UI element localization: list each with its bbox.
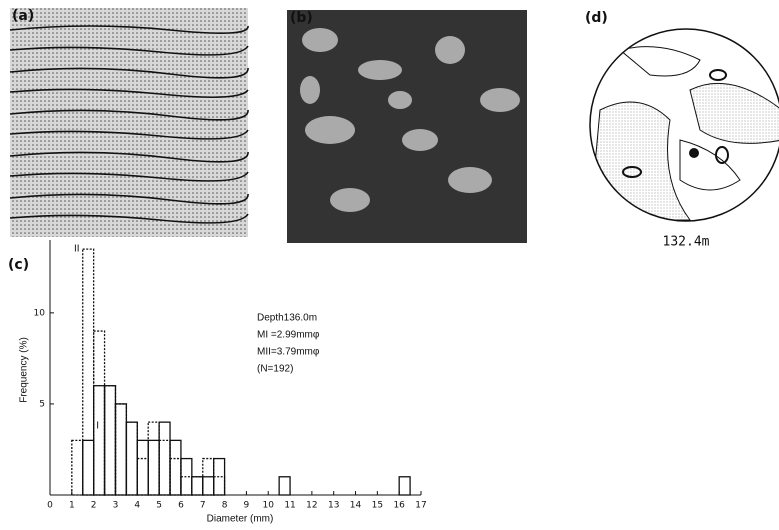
x-tick-label: 5: [156, 501, 162, 511]
histogram-bin: [169, 457, 182, 496]
y-tick-label: 5: [39, 399, 45, 409]
histogram-bin: [169, 439, 182, 496]
y-tick-label: 10: [34, 308, 46, 318]
diagram-caption: 132.4m: [663, 235, 710, 250]
histogram-bin: [147, 439, 160, 496]
histogram-bin: [136, 457, 149, 496]
histogram-bin: [180, 476, 193, 496]
histogram-bin: [147, 421, 160, 496]
histogram-bin: [213, 476, 226, 496]
histogram-bin: [114, 403, 128, 496]
panel-label: (b): [290, 10, 313, 26]
histogram-bin: [278, 476, 291, 496]
x-tick-label: 3: [113, 501, 119, 511]
x-tick-label: 12: [306, 501, 317, 511]
photo-b: [287, 10, 527, 243]
x-tick-label: 4: [134, 501, 140, 511]
x-tick-label: 7: [200, 501, 206, 511]
histogram-bin: [103, 385, 117, 496]
annotation: MI =2.99mmφ: [257, 330, 320, 341]
photo-a: [9, 8, 249, 237]
histogram-bin: [191, 476, 204, 496]
x-tick-label: 10: [263, 501, 275, 511]
histogram-bin: [103, 385, 117, 496]
x-tick-label: 16: [393, 501, 405, 511]
annotation: MII=3.79mmφ: [257, 347, 320, 358]
x-tick-label: 0: [47, 501, 53, 511]
histogram-bin: [92, 330, 106, 496]
x-tick-label: 6: [178, 501, 184, 511]
series-label: II: [74, 244, 80, 255]
histogram-bin: [398, 476, 411, 496]
histogram-bin: [82, 248, 95, 496]
fabric-diagram: [589, 28, 779, 222]
annotation: Depth136.0m: [257, 313, 317, 324]
histogram-bin: [71, 439, 84, 496]
histogram-bin: [114, 403, 128, 496]
x-tick-label: 11: [284, 501, 295, 511]
panel-label: (c): [8, 257, 29, 273]
panel-label: (a): [12, 8, 34, 24]
histogram-bin: [136, 439, 149, 496]
histogram-bin: [92, 385, 106, 496]
histogram-bin: [125, 421, 138, 496]
x-axis-label: Diameter (mm): [207, 514, 274, 525]
histogram-bin: [202, 476, 215, 496]
x-tick-label: 2: [91, 501, 97, 511]
histogram-bin: [125, 421, 138, 496]
x-tick-label: 15: [372, 501, 383, 511]
histogram-bin: [158, 439, 171, 496]
x-tick-label: 17: [415, 501, 426, 511]
x-tick-label: 13: [328, 501, 339, 511]
y-axis-label: Frequency (%): [19, 337, 30, 403]
histogram-bin: [158, 421, 171, 496]
annotation: (N=192): [257, 364, 293, 375]
histogram-chart: Diameter (mm) Frequency (%) 0 1 2 3 4 5 6 7 8 9 10…: [19, 240, 427, 525]
histogram-bin: [191, 476, 204, 496]
x-tick-label: 14: [350, 501, 362, 511]
x-tick-label: 1: [69, 501, 75, 511]
panel-label: (d): [585, 10, 608, 26]
x-tick-label: 9: [244, 501, 250, 511]
x-tick-label: 8: [222, 501, 228, 511]
histogram-bin: [82, 439, 95, 496]
series-label: I: [96, 420, 99, 431]
